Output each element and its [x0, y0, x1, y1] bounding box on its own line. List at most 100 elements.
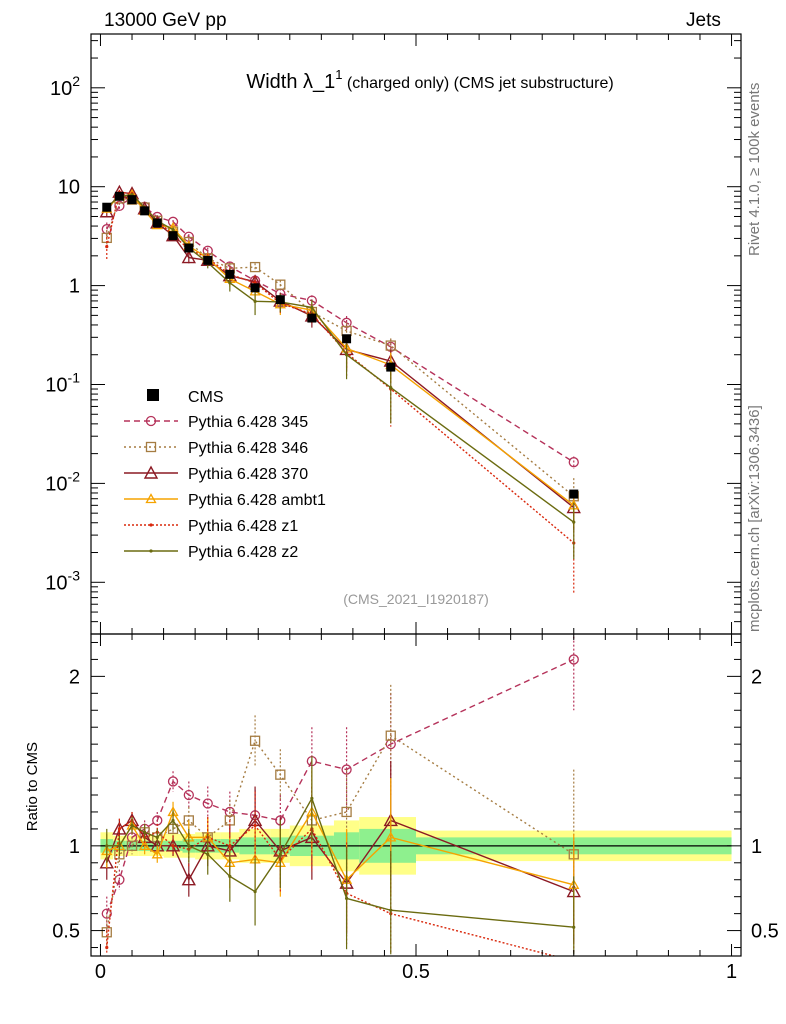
legend-label-0: Pythia 6.428 345	[188, 414, 308, 431]
series-3-ratio-point	[385, 831, 397, 842]
series-5-main-point	[310, 305, 314, 310]
series-4-ratio-point	[171, 844, 175, 848]
main-ytick-label-4: 10	[58, 177, 80, 199]
data-point	[184, 243, 194, 253]
series-2-ratio-point	[165, 838, 181, 852]
ratio-ytick-label-left-0: 0.5	[52, 921, 80, 943]
analysis-id: (CMS_2021_I1920187)	[343, 591, 489, 607]
series-0-main-point	[114, 200, 125, 212]
series-5-main-point	[389, 386, 393, 390]
data-series	[102, 191, 579, 499]
series-0-main-line	[106, 196, 575, 463]
series-5-main-point	[253, 299, 257, 303]
series-2-ratio-point	[181, 872, 196, 886]
series-0-ratio-point	[202, 798, 213, 809]
data-point	[225, 269, 235, 279]
data-point	[127, 195, 137, 205]
series-5-ratio-point	[278, 852, 282, 856]
series-3-ratio-point	[139, 840, 151, 850]
series-1-ratio-point	[249, 735, 261, 746]
data-point	[114, 191, 124, 201]
series-4-ratio-point	[253, 823, 257, 828]
data-point	[307, 313, 317, 323]
legend-marker-4	[149, 523, 153, 527]
legend-marker-2	[143, 465, 159, 479]
ratio-ytick-label-left-1: 1	[69, 836, 80, 858]
series-0-main-point	[568, 457, 579, 468]
legend-label-5: Pythia 6.428 z2	[188, 544, 298, 561]
series-5-main-point	[171, 228, 175, 232]
main-ytick-label-3: 1	[69, 276, 80, 298]
series-1-ratio-point	[275, 769, 286, 780]
series-4-ratio-point	[117, 827, 121, 831]
main-ytick-label-0: 10-3	[45, 567, 80, 594]
series-5-ratio-point	[310, 796, 314, 800]
legend-label-2: Pythia 6.428 370	[188, 466, 308, 483]
series-1-ratio-point	[101, 927, 112, 938]
legend-marker-1	[145, 441, 157, 453]
data-point	[569, 489, 579, 499]
header-right: Jets	[686, 10, 721, 31]
series-5-ratio-point	[572, 925, 576, 929]
ratio-ytick-label-right-0: 0.5	[751, 921, 779, 943]
series-4-ratio-point	[105, 945, 109, 950]
series-0-ratio-point	[114, 874, 125, 885]
series-0-ratio-point	[101, 908, 112, 919]
series-5-ratio-point	[206, 852, 210, 856]
series-5-ratio-point	[344, 896, 349, 900]
ratio-ylabel: Ratio to CMS	[24, 742, 41, 831]
data-point	[386, 362, 396, 372]
series-0-ratio-point	[167, 776, 179, 787]
legend-marker-3	[145, 493, 157, 504]
ratio-ytick-label-right-1: 1	[751, 836, 762, 858]
series-2-main-point	[181, 250, 196, 264]
legend-label-3: Pythia 6.428 ambt1	[188, 492, 326, 509]
xtick-label-2: 1	[726, 961, 737, 983]
series-5-ratio-point	[117, 844, 121, 848]
series-5-ratio-point	[253, 890, 257, 894]
series-5-ratio-point	[130, 823, 134, 828]
series-5-ratio-point	[187, 844, 191, 848]
series-1-ratio-point	[126, 840, 138, 851]
data-point	[203, 255, 213, 265]
legend-label-1: Pythia 6.428 346	[188, 440, 308, 457]
legend-marker-5	[149, 549, 153, 553]
header-left: 13000 GeV pp	[104, 10, 227, 31]
series-1-main-point	[249, 261, 261, 273]
data-point	[152, 218, 162, 228]
data-point	[342, 334, 352, 344]
series-1-ratio-point	[341, 806, 352, 818]
main-ytick-label-1: 10-2	[45, 468, 80, 495]
data-point	[102, 202, 112, 212]
main-series	[99, 184, 581, 593]
series-3-ratio-point	[151, 848, 163, 859]
series-4-ratio-point	[572, 959, 575, 962]
series-5-ratio-point	[143, 830, 147, 834]
series-5-ratio-point	[389, 908, 393, 912]
series-5-main-point	[572, 520, 576, 524]
ratio-series	[99, 634, 581, 962]
plot-title: Width λ_11 (charged only) (CMS jet subst…	[246, 67, 613, 93]
data-point	[275, 295, 285, 305]
data-point	[140, 206, 150, 216]
ratio-ytick-label-left-2: 2	[69, 666, 80, 688]
xtick-label-1: 0.5	[402, 961, 430, 983]
series-5-ratio-point	[155, 835, 159, 839]
legend-data-marker	[147, 389, 159, 401]
data-point	[168, 231, 178, 241]
series-0-ratio-point	[183, 789, 194, 801]
data-point	[250, 283, 260, 293]
legend-marker-0	[145, 415, 157, 427]
series-0-ratio-point	[568, 654, 579, 665]
series-5-main-point	[228, 281, 232, 285]
series-1-ratio-point	[385, 730, 396, 741]
ratio-ytick-label-right-2: 2	[751, 666, 762, 688]
series-2-ratio-point	[112, 821, 127, 835]
series-5-ratio-point	[105, 844, 109, 848]
series-5-ratio-point	[228, 874, 232, 878]
series-4-main-line	[106, 191, 575, 544]
main-ytick-label-2: 10-1	[45, 369, 80, 396]
series-4-ratio-point	[228, 844, 232, 848]
series-1-main-point	[275, 279, 286, 290]
